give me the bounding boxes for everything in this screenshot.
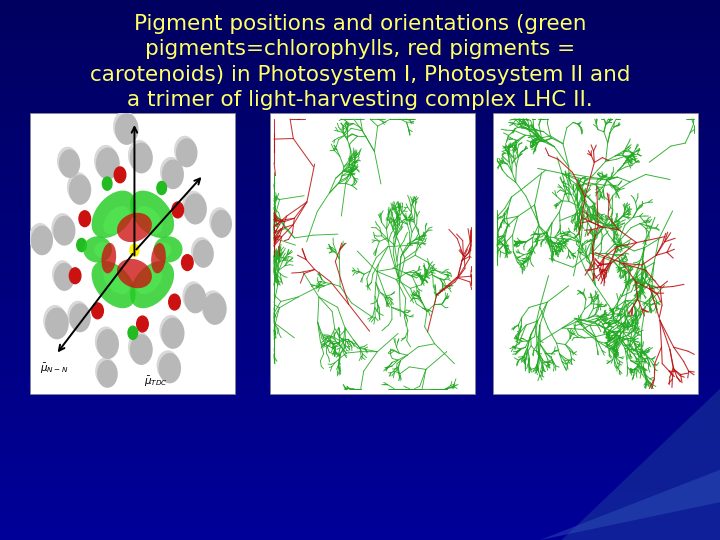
Ellipse shape <box>151 243 166 273</box>
Circle shape <box>204 294 226 324</box>
Circle shape <box>91 303 104 319</box>
Circle shape <box>68 173 89 201</box>
Circle shape <box>181 255 193 271</box>
Ellipse shape <box>153 236 183 262</box>
Ellipse shape <box>136 266 163 294</box>
Polygon shape <box>540 470 720 540</box>
Ellipse shape <box>103 206 130 234</box>
Circle shape <box>172 202 184 218</box>
Circle shape <box>184 194 206 224</box>
Circle shape <box>68 301 88 329</box>
Circle shape <box>159 354 181 383</box>
Circle shape <box>162 318 184 348</box>
Circle shape <box>194 240 213 267</box>
Circle shape <box>97 330 118 359</box>
Circle shape <box>157 351 179 380</box>
Text: $\bar{\mu}_{N-N}$: $\bar{\mu}_{N-N}$ <box>40 362 68 376</box>
Circle shape <box>30 224 50 252</box>
Circle shape <box>60 150 79 177</box>
Circle shape <box>96 148 119 179</box>
Circle shape <box>130 335 152 365</box>
Ellipse shape <box>94 242 112 258</box>
Circle shape <box>176 139 197 167</box>
FancyBboxPatch shape <box>270 113 475 394</box>
Circle shape <box>129 332 150 362</box>
Circle shape <box>96 327 117 356</box>
Circle shape <box>114 111 136 141</box>
Circle shape <box>98 361 117 387</box>
Circle shape <box>157 181 166 194</box>
Circle shape <box>55 264 74 290</box>
Circle shape <box>212 211 231 237</box>
Circle shape <box>185 285 205 313</box>
Polygon shape <box>468 389 720 540</box>
Circle shape <box>192 238 211 265</box>
Ellipse shape <box>91 261 135 308</box>
Circle shape <box>77 239 86 252</box>
FancyBboxPatch shape <box>30 113 235 394</box>
Circle shape <box>70 304 90 332</box>
Circle shape <box>163 160 183 188</box>
Ellipse shape <box>117 213 152 242</box>
Ellipse shape <box>136 206 163 234</box>
Circle shape <box>130 143 152 173</box>
Ellipse shape <box>91 191 135 238</box>
Text: Pigment positions and orientations (green
pigments=chlorophylls, red pigments =
: Pigment positions and orientations (gree… <box>90 14 630 110</box>
Ellipse shape <box>102 243 116 273</box>
Circle shape <box>210 208 230 234</box>
FancyBboxPatch shape <box>493 113 698 394</box>
Circle shape <box>168 294 180 310</box>
Ellipse shape <box>83 236 112 262</box>
Circle shape <box>114 167 126 183</box>
Ellipse shape <box>130 191 174 238</box>
Circle shape <box>53 261 72 288</box>
Circle shape <box>95 146 117 176</box>
Ellipse shape <box>117 259 152 288</box>
Circle shape <box>102 177 112 190</box>
Circle shape <box>69 268 81 284</box>
Circle shape <box>54 217 75 245</box>
Text: $\bar{\mu}_{TDC}$: $\bar{\mu}_{TDC}$ <box>144 375 168 389</box>
Circle shape <box>175 137 195 164</box>
Circle shape <box>44 306 66 336</box>
Circle shape <box>79 211 91 227</box>
Circle shape <box>46 308 68 339</box>
Circle shape <box>96 358 115 384</box>
Circle shape <box>161 158 181 186</box>
Circle shape <box>129 140 150 170</box>
Circle shape <box>182 192 204 221</box>
Circle shape <box>32 226 53 254</box>
Circle shape <box>202 291 224 321</box>
Circle shape <box>160 316 182 346</box>
Circle shape <box>52 214 73 242</box>
Circle shape <box>183 282 204 310</box>
Circle shape <box>128 326 138 339</box>
Ellipse shape <box>130 261 174 308</box>
Ellipse shape <box>103 266 130 294</box>
Ellipse shape <box>154 242 171 258</box>
Circle shape <box>58 147 78 174</box>
Circle shape <box>116 114 138 144</box>
Circle shape <box>70 176 91 204</box>
Circle shape <box>137 316 148 332</box>
Circle shape <box>130 244 139 256</box>
